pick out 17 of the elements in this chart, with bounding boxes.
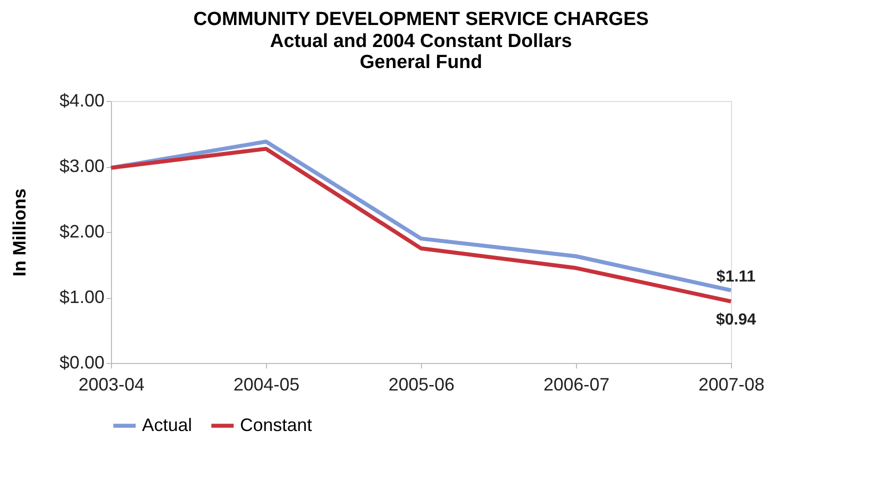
y-tick-label: $1.00: [59, 287, 104, 307]
legend-label: Constant: [240, 414, 312, 435]
chart-subtitle: Actual and 2004 Constant Dollars General Fund: [270, 31, 572, 73]
y-tick-label: $4.00: [59, 90, 104, 110]
x-tick-label: 2007-08: [698, 374, 765, 394]
chart-title: COMMUNITY DEVELOPMENT SERVICE CHARGES: [193, 9, 649, 30]
y-tick-label: $0.00: [59, 352, 104, 372]
data-label: $1.11: [716, 268, 756, 286]
legend-label: Actual: [142, 414, 192, 435]
data-label: $0.94: [716, 311, 756, 328]
y-axis-title: In Millions: [9, 188, 30, 276]
y-tick-label: $2.00: [59, 222, 104, 242]
y-tick-label: $3.00: [59, 156, 104, 176]
x-tick-label: 2004-05: [233, 374, 300, 394]
x-tick-label: 2006-07: [543, 374, 610, 394]
x-tick-label: 2003-04: [78, 374, 145, 394]
x-tick-label: 2005-06: [388, 374, 455, 394]
